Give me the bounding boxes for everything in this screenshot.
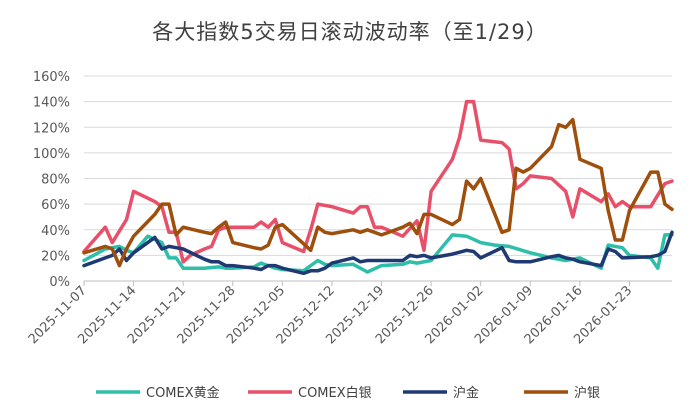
chart-title: 各大指数5交易日滚动波动率（至1/29） bbox=[152, 20, 548, 44]
legend-label: COMEX白银 bbox=[298, 385, 372, 401]
y-tick-label: 80% bbox=[41, 173, 70, 188]
y-tick-label: 140% bbox=[33, 96, 70, 111]
y-tick-label: 0% bbox=[49, 275, 70, 290]
series-line bbox=[82, 117, 674, 268]
y-tick-label: 60% bbox=[41, 198, 70, 213]
legend-label: 沪银 bbox=[574, 385, 600, 401]
y-tick-label: 100% bbox=[33, 147, 70, 162]
y-tick-label: 120% bbox=[33, 121, 70, 136]
y-tick-label: 160% bbox=[33, 70, 70, 85]
legend-label: 沪金 bbox=[453, 385, 479, 401]
legend-label: COMEX黄金 bbox=[146, 385, 220, 401]
series-line bbox=[82, 233, 674, 274]
y-tick-label: 20% bbox=[41, 249, 70, 264]
series-line bbox=[82, 99, 674, 264]
y-tick-label: 40% bbox=[41, 224, 70, 239]
series-line bbox=[82, 230, 674, 276]
